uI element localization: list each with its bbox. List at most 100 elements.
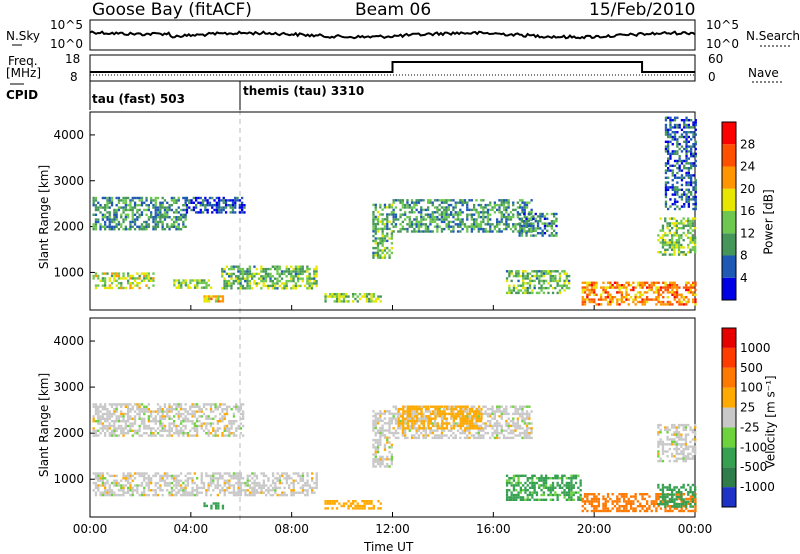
data-cell [161,216,164,219]
data-cell [664,169,668,172]
data-cell [434,415,437,418]
data-cell [299,479,302,482]
data-cell [459,199,462,202]
data-cell [209,484,213,487]
data-cell [634,286,637,289]
data-cell [668,243,671,247]
data-cell [690,145,693,148]
data-cell [138,282,141,285]
data-cell [372,254,375,257]
data-cell [424,213,427,216]
data-cell [459,208,462,212]
data-cell [223,434,226,437]
data-cell [669,152,672,155]
data-cell [627,298,630,301]
data-cell [417,419,421,423]
data-cell [219,412,222,416]
data-cell [173,408,176,411]
data-cell [237,405,240,408]
data-cell [376,237,380,240]
data-cell [489,208,492,212]
data-cell [583,298,587,301]
data-cell [498,211,501,214]
data-cell [368,502,371,505]
data-cell [634,298,637,301]
data-cell [431,422,434,425]
data-cell [110,228,114,231]
data-cell [515,489,518,492]
data-cell [196,434,199,437]
data-cell [671,303,674,306]
data-cell [519,405,522,408]
data-cell [127,274,130,278]
data-cell [217,502,220,505]
data-cell [237,481,240,485]
data-cell [657,281,660,284]
data-cell [101,408,104,411]
data-cell [415,431,418,435]
data-cell [138,415,141,418]
data-cell [222,199,225,202]
data-cell [210,504,213,508]
data-cell [202,403,206,406]
data-cell [685,123,688,127]
data-cell [379,458,382,461]
data-cell [239,272,242,276]
data-cell [519,274,522,278]
data-cell [308,275,311,278]
data-cell [512,419,515,423]
data-cell [684,234,688,237]
data-cell [602,495,605,498]
data-cell [108,403,111,406]
data-cell [161,429,164,432]
data-cell [528,284,532,287]
data-cell [623,509,626,513]
data-cell [388,426,391,430]
data-cell [473,227,476,231]
data-cell [120,282,123,285]
data-cell [246,477,249,480]
data-cell [618,298,621,301]
data-cell [482,412,485,416]
data-cell [290,489,293,492]
data-cell [441,424,444,428]
data-cell [505,412,508,416]
data-cell [554,279,557,283]
data-cell [673,203,677,206]
data-cell [489,415,492,418]
data-cell [163,228,167,231]
data-cell [447,407,450,411]
data-cell [593,293,596,296]
data-cell [667,150,670,153]
data-cell [661,253,665,256]
data-cell [438,199,441,202]
data-cell [461,415,465,418]
data-cell [101,422,104,425]
data-cell [650,509,653,513]
data-cell [431,220,434,224]
data-cell [517,481,520,485]
data-cell [94,472,98,475]
data-cell [166,429,169,432]
data-cell [219,491,222,494]
data-cell [106,424,109,428]
data-cell [664,181,668,184]
data-cell [290,270,293,273]
data-cell [190,208,193,212]
data-cell [108,417,111,420]
data-cell [379,237,382,240]
data-cell [166,216,169,219]
data-cell [588,300,591,304]
data-cell [632,507,635,510]
data-cell [117,420,121,423]
data-cell [228,429,231,432]
data-cell [200,279,204,282]
data-cell [568,279,571,283]
data-cell [505,225,508,228]
data-cell [682,286,686,289]
data-cell [136,489,139,492]
data-cell [122,415,125,418]
data-cell [251,493,254,497]
noise-tick-bottom-right: 10^0 [706,37,739,51]
data-cell [687,176,690,179]
